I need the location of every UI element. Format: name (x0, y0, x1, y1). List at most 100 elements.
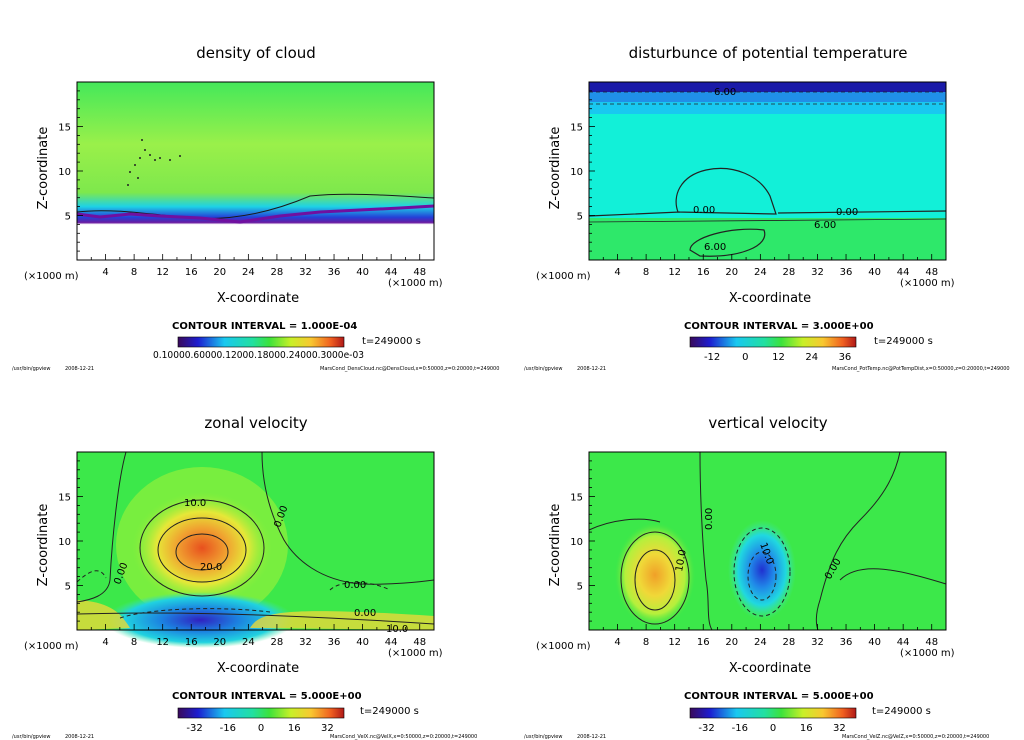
panel2-top-band-blue (589, 92, 946, 102)
x-tick-label: 48 (413, 267, 426, 278)
panel3-colorbar-ticks: -32 -16 0 16 32 (186, 723, 333, 734)
y-tick-label: 5 (65, 212, 71, 223)
panel2-lower-green (589, 218, 946, 260)
x-tick-label: 28 (271, 637, 284, 648)
x-tick-label: 36 (328, 267, 341, 278)
panel3-x-unit-left: (×1000 m) (24, 641, 79, 652)
panel4-contour-label: 0.00 (704, 508, 715, 530)
panel2-colorbar (689, 336, 857, 348)
panel2-contour-label: 0.00 (693, 205, 715, 216)
x-tick-label: 32 (811, 637, 824, 648)
panel2-source: MarsCond_PotTemp.nc@PotTempDist,x=0:5000… (832, 366, 1010, 372)
x-tick-label: 28 (271, 267, 284, 278)
panel2-contour-dashed-top (589, 91, 946, 105)
x-tick-label: 28 (783, 267, 796, 278)
x-tick-label: 32 (811, 267, 824, 278)
y-tick-label: 15 (58, 123, 71, 134)
panel4-title: vertical velocity (708, 414, 827, 432)
panel4-x-unit-left: (×1000 m) (536, 641, 591, 652)
x-tick-label: 16 (697, 267, 710, 278)
panel3-footer-program: /usr/bin/gpview (12, 734, 50, 740)
x-tick-label: 24 (242, 637, 255, 648)
colorbar-tick-label: 32 (321, 723, 334, 734)
y-tick-label: 15 (570, 123, 583, 134)
x-tick-label: 44 (897, 637, 910, 648)
panel1-cloud-edge (76, 193, 435, 220)
panel2-contour-base (588, 218, 947, 223)
panel2-contour-label: 6.00 (704, 242, 726, 253)
x-tick-label: 40 (868, 267, 881, 278)
panel3-source: MarsCond_VelX.nc@VelX,x=0:50000,z=0:2000… (330, 734, 477, 740)
panel4-x-ticks: 4 8 12 16 20 24 28 32 36 40 44 48 (588, 624, 947, 648)
x-tick-label: 40 (356, 637, 369, 648)
panel2-footer-date: 2008-12-21 (577, 366, 606, 372)
panel3-x-ticks: 4 8 12 16 20 24 28 32 36 40 44 48 (76, 624, 435, 648)
panel1-colorbar-labels: 0.10000.60000.12000.18000.24000.3000e-03 (153, 350, 364, 361)
colorbar-tick-label: 32 (833, 723, 846, 734)
panel3-contour-label: 10.0 (184, 498, 206, 509)
panel1-contour-interval: CONTOUR INTERVAL = 1.000E-04 (172, 321, 357, 332)
panel3-y-ticks: 5 10 15 (58, 451, 83, 631)
colorbar-tick-label: 24 (805, 352, 818, 363)
panel3-x-unit-right: (×1000 m) (388, 648, 443, 659)
panel3-time: t=249000 s (360, 706, 419, 717)
x-tick-label: 12 (156, 267, 169, 278)
x-tick-label: 20 (725, 267, 738, 278)
panel3-jet-core (132, 492, 272, 604)
x-tick-label: 36 (328, 637, 341, 648)
panel1-scatter-points (127, 139, 181, 186)
x-tick-label: 4 (614, 267, 620, 278)
panel2-xlabel: X-coordinate (729, 291, 811, 306)
x-tick-label: 12 (668, 637, 681, 648)
x-tick-label: 48 (925, 267, 938, 278)
panel2-top-band-dark (589, 82, 946, 92)
x-tick-label: 12 (668, 267, 681, 278)
panel2-x-unit-right: (×1000 m) (900, 278, 955, 289)
panel3-colorbar (177, 707, 345, 719)
panel1-xlabel: X-coordinate (217, 291, 299, 306)
panel2-x-ticks: 4 8 12 16 20 24 28 32 36 40 44 48 (588, 254, 947, 278)
colorbar-tick-label: -32 (186, 723, 202, 734)
panel2-title: disturbunce of potential temperature (629, 44, 908, 62)
panel4-contour-label: 10.0 (674, 549, 689, 573)
panel1-x-unit-right: (×1000 m) (388, 278, 443, 289)
x-tick-label: 24 (754, 267, 767, 278)
panel1-x-unit-left: (×1000 m) (24, 271, 79, 282)
x-tick-label: 8 (643, 267, 649, 278)
panel1-footer-date: 2008-12-21 (65, 366, 94, 372)
y-tick-label: 5 (577, 212, 583, 223)
panel1-colorbar (177, 336, 345, 348)
x-tick-label: 8 (131, 267, 137, 278)
panel3-footer-date: 2008-12-21 (65, 734, 94, 740)
panel-potential-temperature: disturbunce of potential temperature 6.0… (524, 44, 1010, 372)
panel2-contour-label: 6.00 (814, 220, 836, 231)
panel2-contour-zero (588, 210, 947, 217)
colorbar-tick-label: 0 (258, 723, 264, 734)
panel4-colorbar-ticks: -32 -16 0 16 32 (698, 723, 845, 734)
x-tick-label: 16 (185, 267, 198, 278)
x-tick-label: 40 (868, 637, 881, 648)
y-tick-label: 5 (65, 582, 71, 593)
y-tick-label: 10 (58, 537, 71, 548)
x-tick-label: 44 (385, 267, 398, 278)
y-tick-label: 15 (58, 493, 71, 504)
x-tick-label: 4 (614, 637, 620, 648)
panel3-contour-label: 20.0 (200, 562, 222, 573)
x-tick-label: 4 (102, 267, 108, 278)
panel3-bottom-orange (77, 600, 434, 630)
x-tick-label: 32 (299, 637, 312, 648)
panel-density-of-cloud: density of cloud 4 8 12 16 20 24 28 32 36 40 44 48 … (12, 44, 499, 372)
panel1-field (77, 82, 434, 260)
panel2-footer-program: /usr/bin/gpview (524, 366, 562, 372)
panel3-contour-label: 0.00 (354, 608, 376, 619)
panel3-xlabel: X-coordinate (217, 661, 299, 676)
panel2-contour-labels: 6.00 0.00 0.00 6.00 6.00 (693, 87, 858, 253)
panel4-contours (588, 451, 947, 631)
panel1-title: density of cloud (196, 44, 316, 62)
panel4-time: t=249000 s (872, 706, 931, 717)
panel3-title: zonal velocity (204, 414, 307, 432)
panel4-footer-date: 2008-12-21 (577, 734, 606, 740)
panel1-time: t=249000 s (362, 336, 421, 347)
panel3-contour-label: 0.00 (344, 580, 366, 591)
